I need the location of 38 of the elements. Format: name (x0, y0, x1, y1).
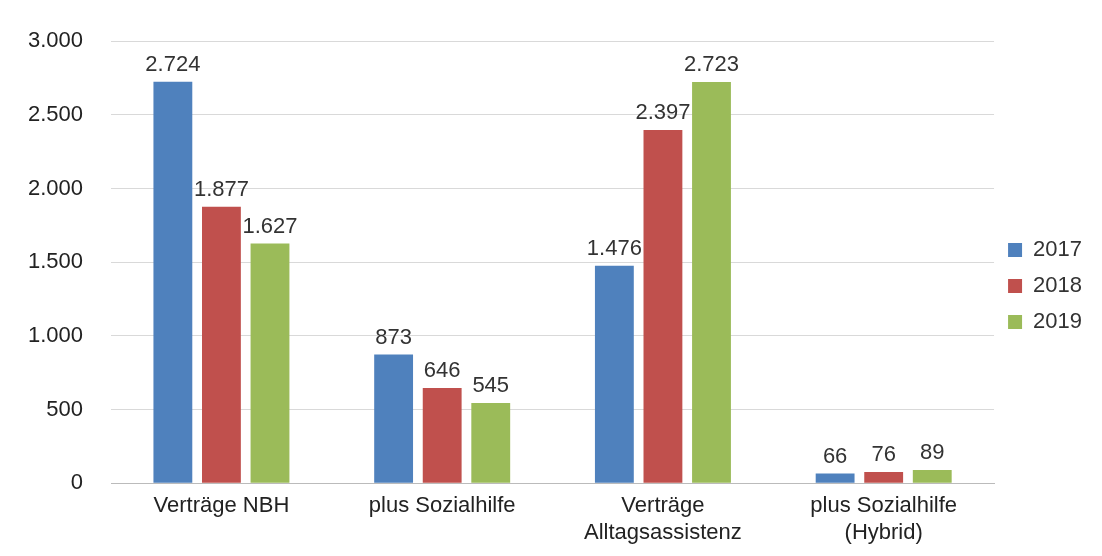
bar (594, 265, 634, 483)
legend-label: 2019 (1033, 308, 1083, 334)
data-label: 545 (472, 371, 510, 397)
bar (202, 206, 241, 483)
bar (912, 470, 952, 483)
data-label: 66 (822, 442, 848, 468)
data-label: 89 (920, 439, 945, 465)
data-label: 2.723 (683, 51, 740, 77)
data-label: 873 (375, 323, 412, 349)
bar (374, 354, 414, 483)
bar (864, 472, 904, 483)
x-tick-label: plus Sozialhilfe (368, 492, 516, 518)
legend-label: 2018 (1033, 272, 1083, 298)
bar (643, 130, 683, 483)
bar (153, 81, 193, 483)
x-tick-label: Verträge NBH (153, 492, 290, 518)
bar (815, 473, 855, 483)
bar (250, 243, 290, 483)
bar (692, 82, 731, 483)
data-label: 1.877 (193, 175, 249, 201)
data-label: 646 (423, 357, 461, 383)
x-tick-label: Verträge Alltagsassistenz (584, 492, 742, 544)
bar (471, 402, 511, 483)
data-label: 1.476 (586, 234, 642, 260)
data-label: 2.724 (145, 50, 201, 76)
y-tick-label: 0 (70, 469, 84, 495)
y-tick-label: 1.000 (27, 321, 84, 347)
y-tick-label: 2.500 (27, 100, 84, 126)
data-label: 76 (871, 441, 896, 467)
y-tick-label: 1.500 (27, 248, 84, 274)
y-tick-label: 500 (46, 395, 84, 421)
y-tick-label: 3.000 (27, 27, 84, 53)
y-tick-label: 2.000 (27, 174, 84, 200)
x-tick-label: plus Sozialhilfe (Hybrid) (810, 492, 958, 544)
legend-label: 2017 (1033, 236, 1083, 262)
data-label: 1.627 (242, 212, 298, 238)
data-label: 2.397 (635, 99, 691, 125)
bar (422, 388, 462, 483)
